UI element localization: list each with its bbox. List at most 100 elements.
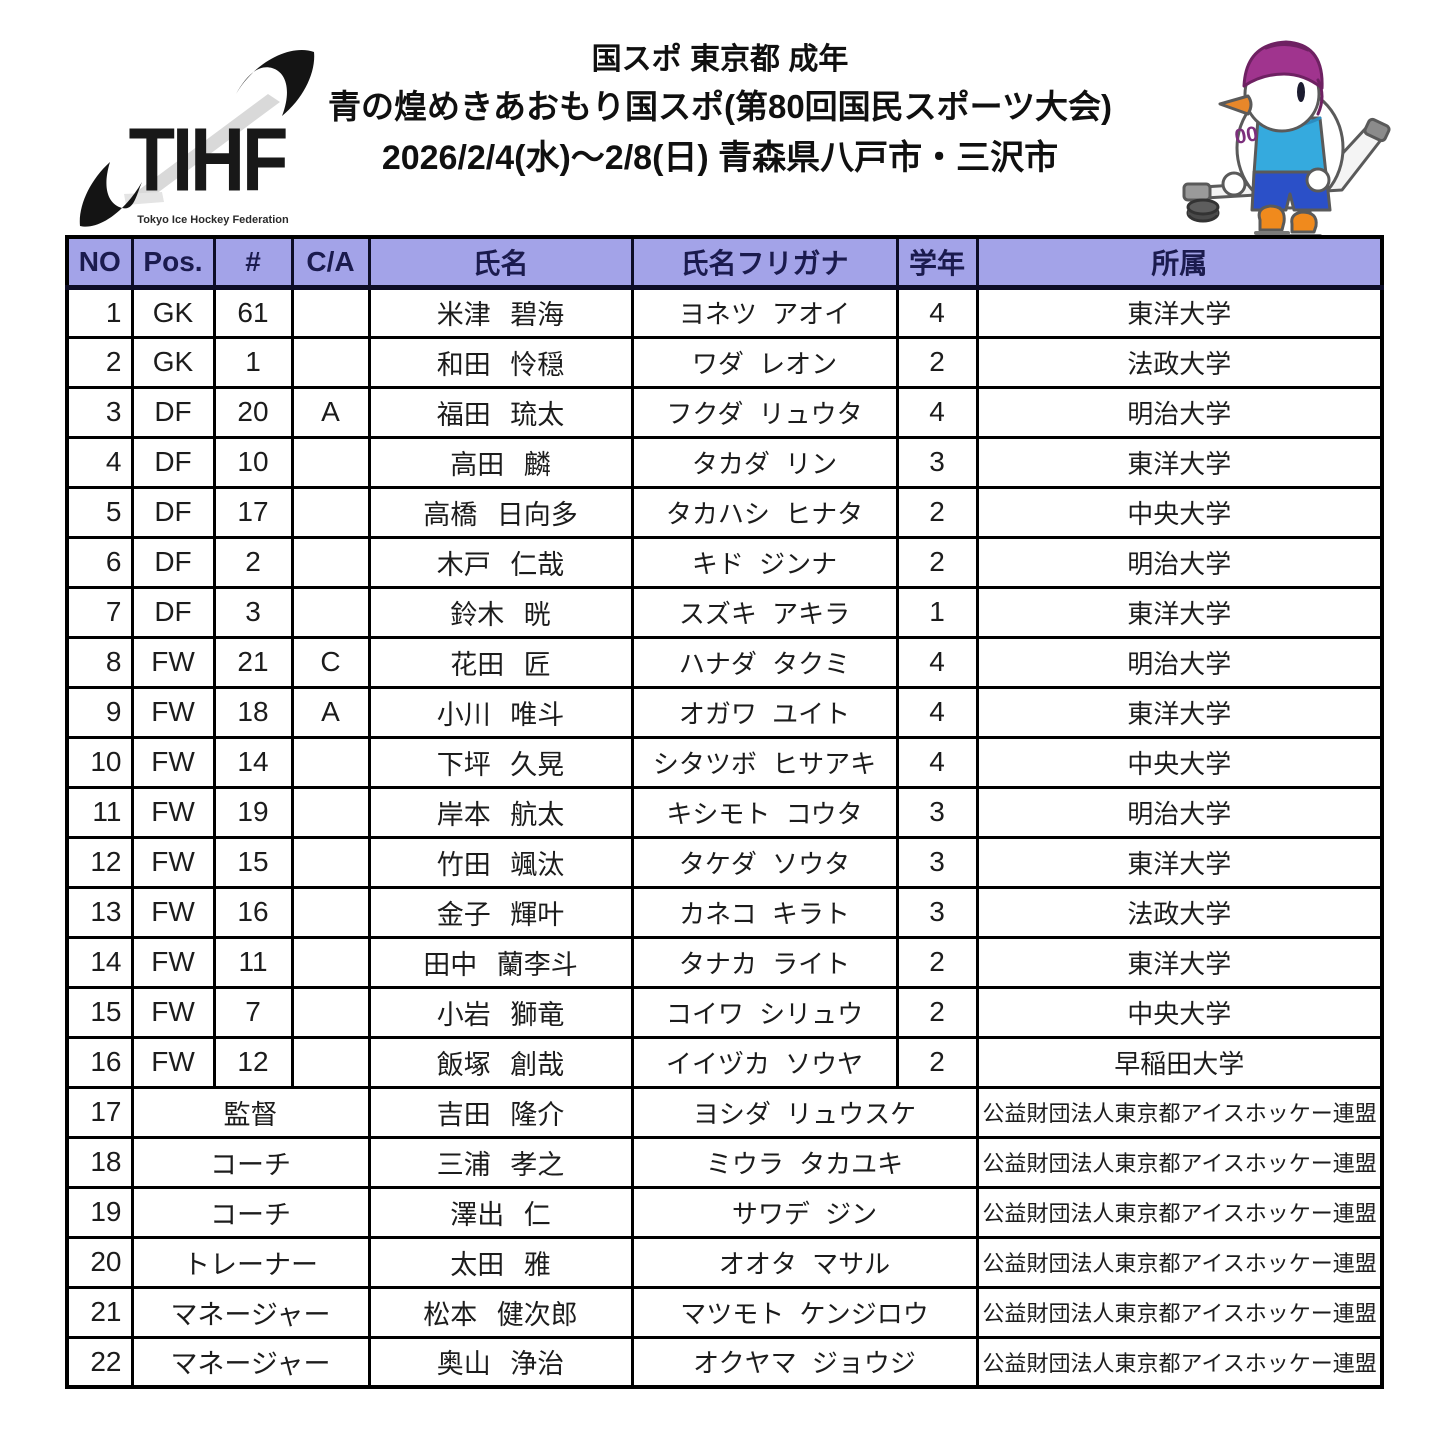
- cell-pos: DF: [130, 585, 216, 639]
- cell-no: 3: [65, 385, 134, 439]
- logo-swoosh-top-icon: [236, 49, 315, 117]
- cell-ca: [290, 1035, 371, 1089]
- col-header-team: 所属: [975, 235, 1384, 290]
- cell-team: 東洋大学: [975, 685, 1384, 739]
- cell-team: 明治大学: [975, 635, 1384, 689]
- cell-grade: 4: [895, 685, 979, 739]
- staff-row: 21 マネージャー 松本 健次郎 マツモト ケンジロウ 公益財団法人東京都アイスホッケー…: [65, 1285, 1384, 1339]
- title-date-venue: 2026/2/4(水)〜2/8(日) 青森県八戸市・三沢市: [381, 139, 1059, 177]
- cell-org: 公益財団法人東京都アイスホッケー連盟: [975, 1135, 1384, 1189]
- cell-number: 21: [212, 635, 294, 689]
- roster-table: NO Pos. # C/A 氏名 氏名フリガナ 学年 所属 1 GK 61 米津 碧海…: [65, 235, 1384, 1389]
- cell-team: 法政大学: [975, 885, 1384, 939]
- player-row: 5 DF 17 高橋 日向多 タカハシ ヒナタ 2 中央大学: [65, 485, 1384, 539]
- cell-name: 米津 碧海: [367, 285, 634, 339]
- col-header-name: 氏名: [367, 235, 634, 290]
- cell-org: 公益財団法人東京都アイスホッケー連盟: [975, 1185, 1384, 1239]
- cell-grade: 2: [895, 985, 979, 1039]
- cell-ca: C: [290, 635, 371, 689]
- cell-no: 6: [65, 535, 134, 589]
- cell-no: 13: [65, 885, 134, 939]
- cell-kana: オオタ マサル: [630, 1235, 979, 1289]
- cell-number: 10: [212, 435, 294, 489]
- cell-ca: [290, 985, 371, 1039]
- cell-grade: 4: [895, 285, 979, 339]
- cell-pos: GK: [130, 335, 216, 389]
- cell-no: 12: [65, 835, 134, 889]
- cell-kana: オガワ ユイト: [630, 685, 899, 739]
- cell-role: コーチ: [130, 1135, 371, 1189]
- cell-team: 東洋大学: [975, 835, 1384, 889]
- cell-no: 9: [65, 685, 134, 739]
- cell-team: 明治大学: [975, 535, 1384, 589]
- cell-kana: オクヤマ ジョウジ: [630, 1335, 979, 1389]
- cell-number: 61: [212, 285, 294, 339]
- cell-no: 4: [65, 435, 134, 489]
- cell-grade: 3: [895, 435, 979, 489]
- player-row: 6 DF 2 木戸 仁哉 キド ジンナ 2 明治大学: [65, 535, 1384, 589]
- cell-kana: ハナダ タクミ: [630, 635, 899, 689]
- cell-pos: FW: [130, 1035, 216, 1089]
- staff-row: 19 コーチ 澤出 仁サワデ ジン 公益財団法人東京都アイスホッケー連盟: [65, 1185, 1384, 1239]
- staff-row: 22 マネージャー 奥山 浄治 オクヤマ ジョウジ 公益財団法人東京都アイスホッケー連盟: [65, 1335, 1384, 1389]
- helmet-ridge: [1264, 43, 1310, 52]
- player-row: 4 DF 10 高田 麟タカダ リン 3 東洋大学: [65, 435, 1384, 489]
- cell-no: 5: [65, 485, 134, 539]
- cell-kana: マツモト ケンジロウ: [630, 1285, 979, 1339]
- cell-pos: DF: [130, 435, 216, 489]
- cell-grade: 4: [895, 385, 979, 439]
- player-row: 2 GK 1 和田 怜穏 ワダ レオン 2 法政大学: [65, 335, 1384, 389]
- player-row: 14 FW 11 田中 蘭李斗 タナカ ライト 2 東洋大学: [65, 935, 1384, 989]
- cell-pos: DF: [130, 485, 216, 539]
- cell-no: 19: [65, 1185, 134, 1239]
- cell-ca: [290, 785, 371, 839]
- cell-team: 法政大学: [975, 335, 1384, 389]
- cell-team: 東洋大学: [975, 285, 1384, 339]
- cell-role: 監督: [130, 1085, 371, 1139]
- player-row: 3 DF 20 A 福田 琉太 フクダ リュウタ 4 明治大学: [65, 385, 1384, 439]
- cell-kana: ヨシダ リュウスケ: [630, 1085, 979, 1139]
- cell-pos: FW: [130, 935, 216, 989]
- cell-ca: [290, 835, 371, 889]
- mascot-jersey-number: 00: [1233, 122, 1260, 149]
- cell-name: 金子 輝叶: [367, 885, 634, 939]
- cell-pos: DF: [130, 535, 216, 589]
- cell-kana: コイワ シリュウ: [630, 985, 899, 1039]
- cell-no: 22: [65, 1335, 134, 1389]
- cell-no: 1: [65, 285, 134, 339]
- cell-role: トレーナー: [130, 1235, 371, 1289]
- logo-stick-shape: [136, 94, 280, 200]
- cell-no: 20: [65, 1235, 134, 1289]
- cell-org: 公益財団法人東京都アイスホッケー連盟: [975, 1335, 1384, 1389]
- cell-kana: タカダ リン: [630, 435, 899, 489]
- cell-pos: FW: [130, 885, 216, 939]
- cell-name: 小川 唯斗: [367, 685, 634, 739]
- player-row: 10 FW 14 下坪 久晃 シタツボ ヒサアキ 4 中央大学: [65, 735, 1384, 789]
- cell-name: 花田 匠: [367, 635, 634, 689]
- cell-team: 明治大学: [975, 785, 1384, 839]
- cell-kana: ワダ レオン: [630, 335, 899, 389]
- cell-name: 福田 琉太: [367, 385, 634, 439]
- cell-number: 16: [212, 885, 294, 939]
- cell-team: 東洋大学: [975, 935, 1384, 989]
- cell-name: 三浦 孝之: [367, 1135, 634, 1189]
- cell-pos: FW: [130, 735, 216, 789]
- player-row: 9 FW 18 A 小川 唯斗 オガワ ユイト 4 東洋大学: [65, 685, 1384, 739]
- cell-name: 和田 怜穏: [367, 335, 634, 389]
- col-header-pos: Pos.: [130, 235, 216, 290]
- cell-kana: シタツボ ヒサアキ: [630, 735, 899, 789]
- skate-right-icon: [1286, 210, 1322, 238]
- cell-kana: タケダ ソウタ: [630, 835, 899, 889]
- mascot-eye: [1297, 82, 1305, 102]
- stick-blade-tape-icon: [1182, 182, 1212, 202]
- cell-ca: [290, 335, 371, 389]
- cell-grade: 1: [895, 585, 979, 639]
- player-row: 7 DF 3 鈴木 晄スズキ アキラ 1 東洋大学: [65, 585, 1384, 639]
- cell-kana: タナカ ライト: [630, 935, 899, 989]
- cell-name: 奥山 浄治: [367, 1335, 634, 1389]
- cell-name: 竹田 颯汰: [367, 835, 634, 889]
- cell-ca: [290, 285, 371, 339]
- cell-no: 15: [65, 985, 134, 1039]
- cell-name: 岸本 航太: [367, 785, 634, 839]
